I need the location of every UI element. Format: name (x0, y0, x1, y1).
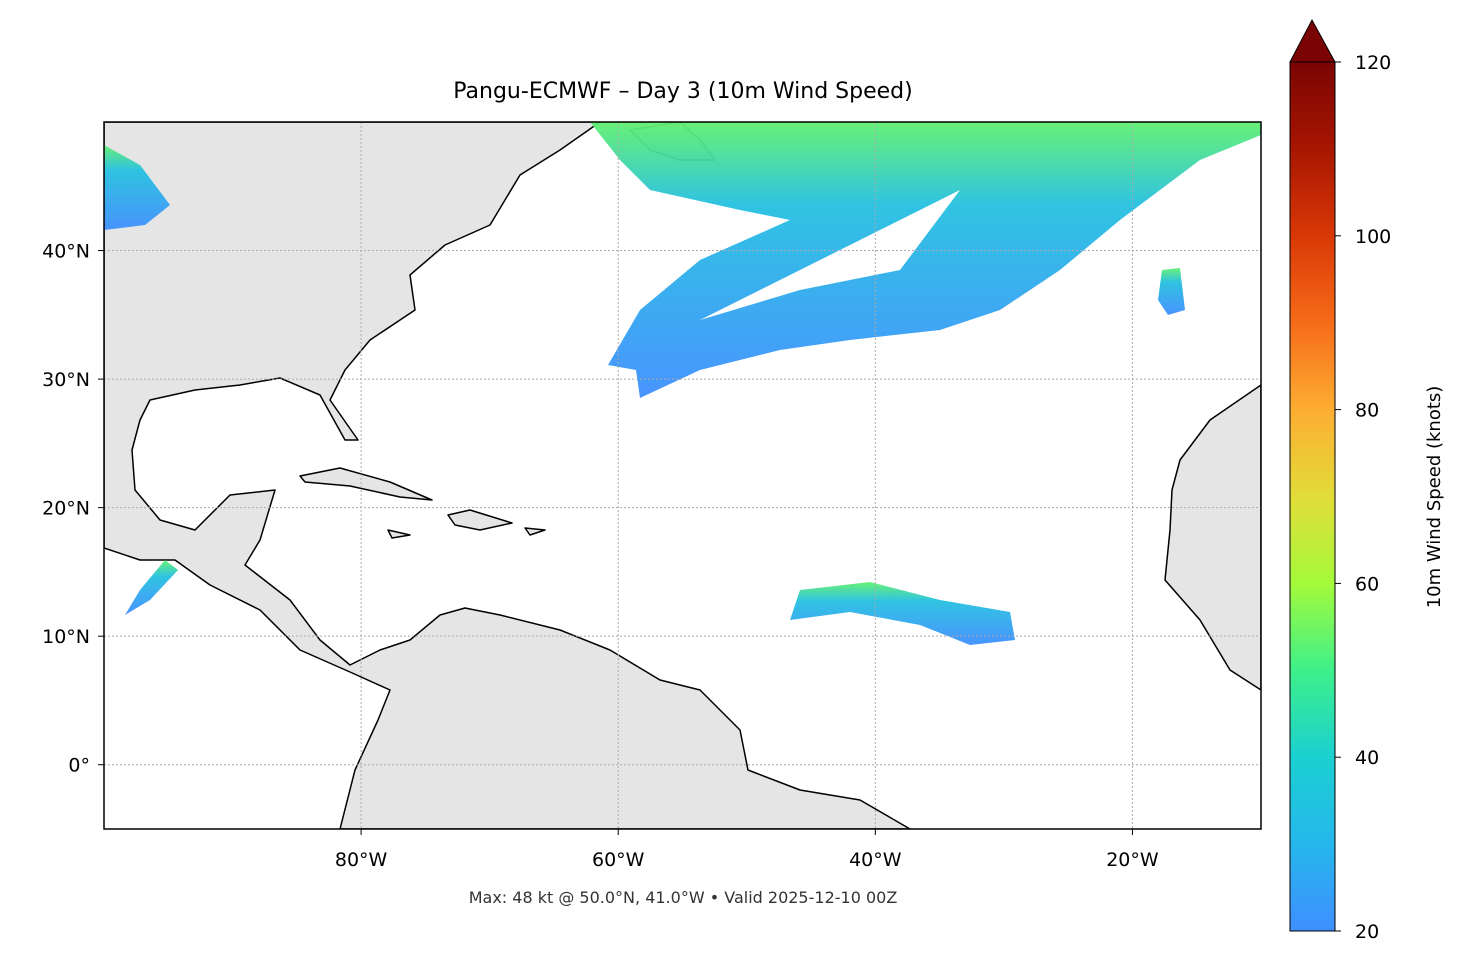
y-tick-label: 20°N (42, 498, 90, 520)
y-tick-label: 30°N (42, 369, 90, 391)
map-frame (103, 121, 1262, 830)
y-tick-label: 10°N (42, 626, 90, 648)
footnote: Max: 48 kt @ 50.0°N, 41.0°W • Valid 2025… (469, 888, 898, 907)
x-tick-label: 60°W (592, 849, 645, 871)
colorbar-tick-label: 20 (1355, 921, 1379, 943)
chart-title: Pangu-ECMWF – Day 3 (10m Wind Speed) (453, 79, 912, 104)
colorbar-tick-label: 100 (1355, 226, 1391, 248)
grid (104, 122, 1261, 829)
y-tick-label: 40°N (42, 241, 90, 263)
map-area (104, 122, 1261, 829)
colorbar (1289, 61, 1336, 932)
colorbar-extend (1289, 18, 1336, 63)
colorbar-tick-label: 80 (1355, 400, 1379, 422)
x-tick-label: 20°W (1106, 849, 1159, 871)
colorbar-tick-label: 40 (1355, 747, 1379, 769)
colorbar-label: 10m Wind Speed (knots) (1424, 386, 1445, 609)
x-tick-label: 40°W (849, 849, 902, 871)
y-tick-label: 0° (68, 755, 90, 777)
colorbar-tick-label: 120 (1355, 52, 1391, 74)
colorbar-tick-label: 60 (1355, 573, 1379, 595)
wind-field (104, 122, 1261, 645)
x-tick-label: 80°W (335, 849, 388, 871)
